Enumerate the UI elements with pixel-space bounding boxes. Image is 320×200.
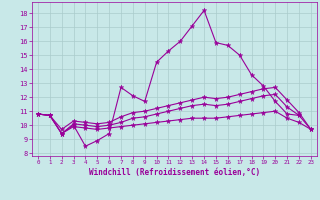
X-axis label: Windchill (Refroidissement éolien,°C): Windchill (Refroidissement éolien,°C) <box>89 168 260 177</box>
